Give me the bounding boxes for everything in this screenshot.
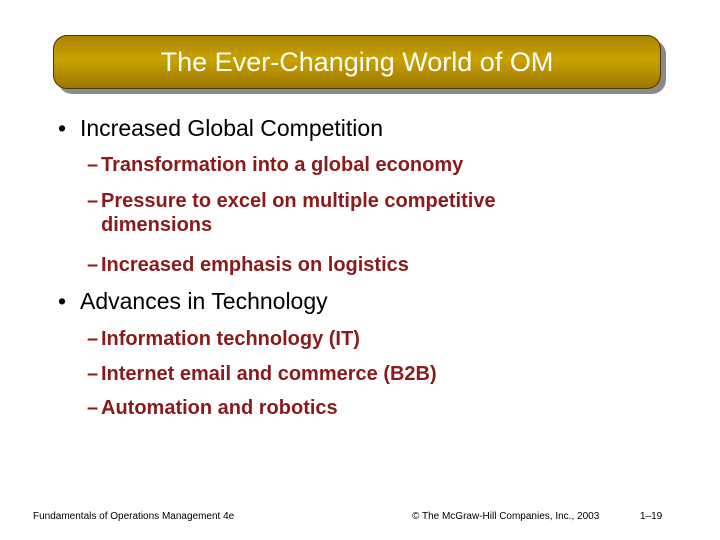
dash: –	[87, 154, 99, 176]
footer-center: © The McGraw-Hill Companies, Inc., 2003	[412, 511, 600, 522]
sub-bullet-2-3-text: Automation and robotics	[101, 397, 338, 419]
dash: –	[87, 254, 99, 276]
sub-bullet-1-3-text: Increased emphasis on logistics	[101, 254, 409, 276]
slide-title: The Ever-Changing World of OM	[160, 47, 554, 77]
sub-bullet-1-2: – Pressure to excel on multiple competiti…	[87, 189, 496, 237]
dash: –	[87, 190, 99, 212]
bullet-dot: •	[58, 115, 67, 141]
bullet-1-text: Increased Global Competition	[80, 115, 383, 141]
sub-bullet-2-3: – Automation and robotics	[87, 396, 338, 420]
sub-bullet-1-2-text: Pressure to excel on multiple competitiv…	[101, 190, 496, 212]
bullet-dot: •	[58, 288, 67, 314]
bullet-1: • Increased Global Competition	[58, 115, 383, 142]
sub-bullet-1-1-text: Transformation into a global economy	[101, 154, 464, 176]
sub-bullet-2-2-text: Internet email and commerce (B2B)	[101, 363, 437, 385]
bullet-2-text: Advances in Technology	[80, 288, 328, 314]
sub-bullet-2-1: – Information technology (IT)	[87, 327, 360, 351]
footer-left: Fundamentals of Operations Management 4e	[33, 511, 235, 522]
sub-bullet-1-2-continuation: dimensions	[101, 214, 213, 236]
dash: –	[87, 363, 99, 385]
sub-bullet-1-1: – Transformation into a global economy	[87, 153, 463, 177]
footer-page-number: 1–19	[640, 511, 663, 522]
dash: –	[87, 397, 99, 419]
sub-bullet-2-1-text: Information technology (IT)	[101, 328, 360, 350]
dash: –	[87, 328, 99, 350]
sub-bullet-1-3: – Increased emphasis on logistics	[87, 253, 409, 277]
bullet-2: • Advances in Technology	[58, 288, 328, 315]
sub-bullet-2-2: – Internet email and commerce (B2B)	[87, 362, 437, 386]
title-bar	[53, 35, 661, 89]
